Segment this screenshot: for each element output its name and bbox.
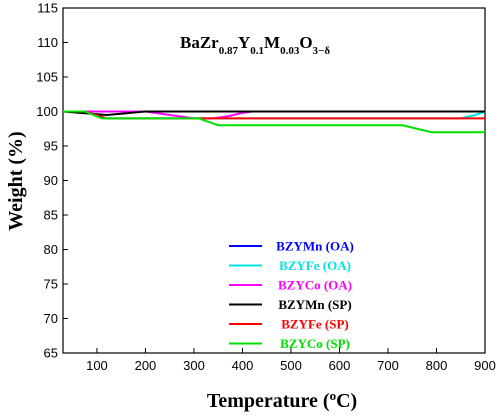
y-tick-label: 110 (37, 35, 58, 50)
series-lines (62, 110, 486, 134)
x-axis-title: Temperature (oC) (207, 388, 357, 413)
x-tick-label: 700 (377, 358, 399, 373)
legend-label-bzyco-oa: BZYCo (OA) (278, 278, 352, 293)
legend-label-bzyco-sp: BZYCo (SP) (280, 336, 350, 351)
y-tick-label: 105 (36, 70, 58, 85)
y-tick-label: 100 (36, 104, 58, 119)
y-tick-label: 65 (44, 346, 58, 361)
x-tick-label: 800 (426, 358, 448, 373)
y-tick-label: 115 (37, 1, 58, 16)
x-tick-label: 600 (329, 358, 351, 373)
legend-label-bzymn-sp: BZYMn (SP) (278, 297, 351, 312)
x-tick-label: 200 (135, 358, 157, 373)
series-line-bzymn-sp (62, 110, 485, 117)
x-tick-label: 400 (232, 358, 254, 373)
tick-labels: 100 200 300 400 500 600 700 800 900 65 70 75 80 85 90 9… (36, 1, 496, 374)
x-tick-label: 100 (86, 358, 108, 373)
y-tick-label: 85 (44, 208, 58, 223)
y-tick-label: 75 (44, 277, 58, 292)
legend-label-bzymn-oa: BZYMn (OA) (276, 239, 354, 254)
y-tick-label: 95 (44, 139, 58, 154)
x-tick-label: 300 (183, 358, 205, 373)
legend: BZYMn (OA) BZYFe (OA) BZYCo (OA) BZYMn (SP)… (229, 239, 354, 351)
axis-ticks (63, 7, 486, 354)
plot-frame (62, 7, 486, 354)
legend-label-bzyfe-sp: BZYFe (SP) (281, 317, 349, 332)
composition-annotation: BaZr0.87Y0.1M0.03O3−δ (180, 33, 330, 57)
y-tick-label: 80 (44, 242, 58, 257)
y-tick-label: 90 (44, 173, 58, 188)
y-tick-label: 70 (44, 311, 58, 326)
y-axis-title: Weight (%) (5, 131, 27, 230)
legend-label-bzyfe-oa: BZYFe (OA) (279, 258, 351, 273)
x-tick-label: 900 (474, 358, 496, 373)
series-line-bzyfe-sp (63, 110, 485, 120)
x-tick-label: 500 (280, 358, 302, 373)
series-line-bzyco-sp (63, 110, 485, 134)
